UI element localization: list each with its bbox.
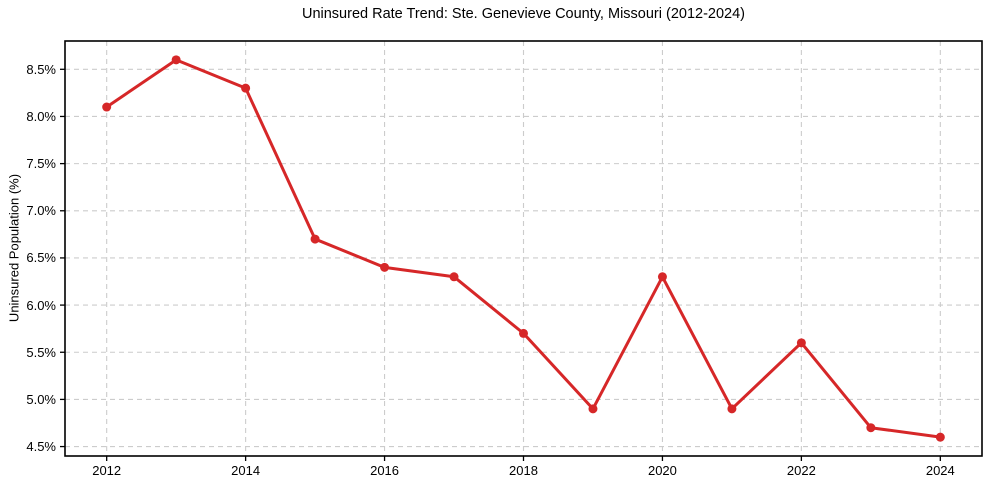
x-tick-label: 2020 — [647, 463, 677, 478]
x-tick-label: 2014 — [231, 463, 261, 478]
y-tick-label: 5.5% — [26, 344, 56, 360]
y-tick-label: 8.5% — [26, 61, 56, 77]
data-point-marker — [588, 404, 598, 414]
x-tick-label: 2016 — [370, 463, 400, 478]
x-tick-label: 2024 — [925, 463, 955, 478]
data-point-marker — [102, 102, 112, 112]
y-tick-label: 6.5% — [26, 250, 56, 266]
y-tick-label: 4.5% — [26, 439, 56, 455]
y-tick-label: 7.5% — [26, 156, 56, 172]
y-tick-label: 8.0% — [26, 108, 56, 124]
x-tick-label: 2022 — [786, 463, 816, 478]
y-tick-label: 7.0% — [26, 203, 56, 219]
data-point-marker — [241, 83, 251, 93]
x-tick-label: 2012 — [92, 463, 122, 478]
x-tick-label: 2018 — [509, 463, 538, 478]
data-point-marker — [171, 55, 181, 65]
chart-title: Uninsured Rate Trend: Ste. Genevieve Cou… — [301, 6, 745, 22]
data-point-marker — [727, 404, 737, 414]
y-tick-label: 6.0% — [26, 297, 56, 313]
data-point-marker — [380, 262, 390, 272]
data-point-marker — [310, 234, 320, 244]
data-point-marker — [449, 272, 459, 282]
data-point-marker — [519, 328, 528, 338]
data-point-marker — [866, 423, 876, 433]
data-point-marker — [796, 338, 806, 348]
data-point-marker — [657, 272, 667, 282]
data-point-marker — [935, 432, 945, 442]
y-tick-label: 5.0% — [26, 391, 56, 407]
